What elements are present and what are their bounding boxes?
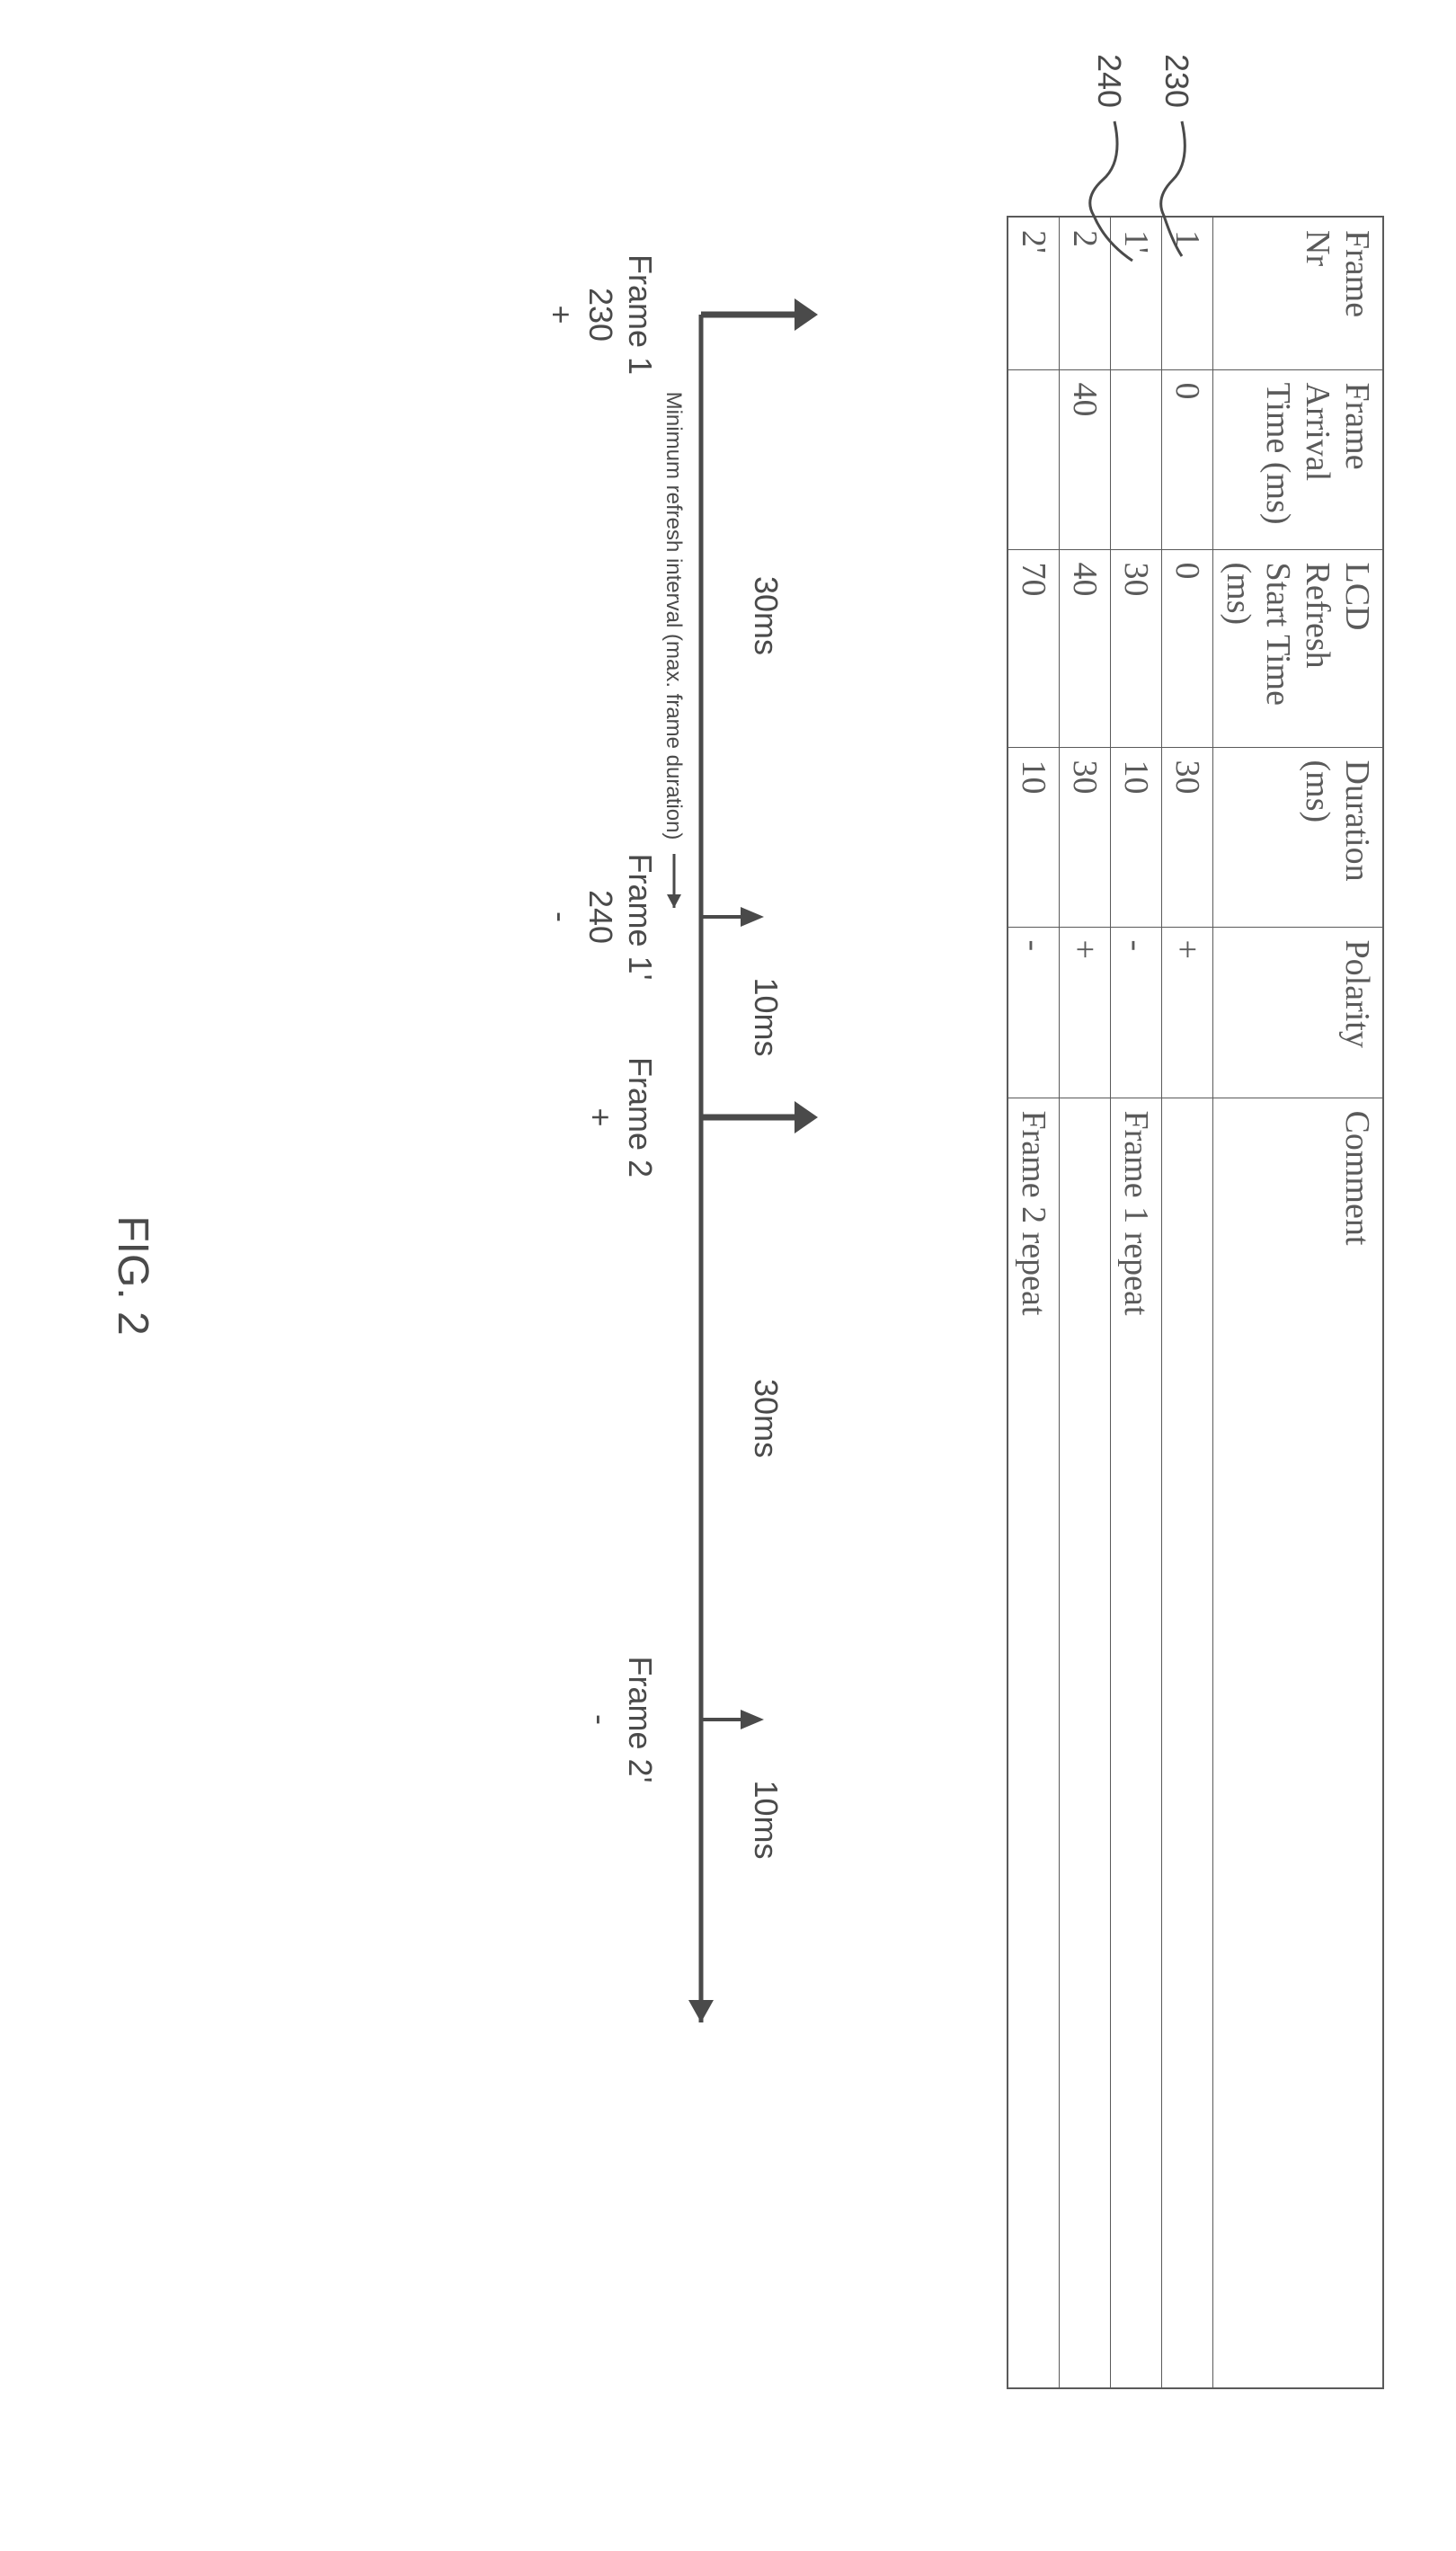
cell-polarity: - bbox=[1111, 927, 1162, 1098]
svg-text:+: + bbox=[582, 1107, 619, 1126]
cell-duration: 30 bbox=[1060, 747, 1111, 927]
timeline-svg: Minimum refresh interval (max. frame dur… bbox=[386, 216, 881, 2373]
cell-polarity: + bbox=[1060, 927, 1111, 1098]
table-row: 1'3010-Frame 1 repeat bbox=[1111, 217, 1162, 2388]
header-duration: Duration (ms) bbox=[1213, 747, 1384, 927]
svg-text:-: - bbox=[543, 911, 580, 922]
table-row: 2404030+ bbox=[1060, 217, 1111, 2388]
cell-duration: 10 bbox=[1111, 747, 1162, 927]
svg-text:10ms: 10ms bbox=[748, 1780, 785, 1859]
cell-refresh: 40 bbox=[1060, 549, 1111, 747]
cell-comment bbox=[1162, 1098, 1213, 2388]
callout-curves bbox=[1020, 108, 1200, 288]
header-refresh: LCD Refresh Start Time (ms) bbox=[1213, 549, 1384, 747]
cell-comment: Frame 2 repeat bbox=[1008, 1098, 1060, 2388]
cell-arrival bbox=[1111, 369, 1162, 549]
header-comment: Comment bbox=[1213, 1098, 1384, 2388]
cell-comment bbox=[1060, 1098, 1111, 2388]
svg-text:+: + bbox=[543, 305, 580, 324]
callout-240: 240 bbox=[1090, 54, 1128, 108]
table-row: 10030+ bbox=[1162, 217, 1213, 2388]
frame-table: Frame Nr Frame Arrival Time (ms) LCD Ref… bbox=[1007, 216, 1384, 2389]
svg-text:Frame 2': Frame 2' bbox=[622, 1657, 659, 1783]
cell-duration: 30 bbox=[1162, 747, 1213, 927]
svg-text:-: - bbox=[582, 1714, 619, 1725]
svg-text:30ms: 30ms bbox=[748, 1379, 785, 1458]
cell-arrival: 40 bbox=[1060, 369, 1111, 549]
cell-refresh: 70 bbox=[1008, 549, 1060, 747]
callout-230: 230 bbox=[1158, 54, 1195, 108]
cell-arrival bbox=[1008, 369, 1060, 549]
table-row: 2'7010-Frame 2 repeat bbox=[1008, 217, 1060, 2388]
figure-label: FIG. 2 bbox=[108, 1215, 157, 1335]
svg-text:Minimum refresh interval (max.: Minimum refresh interval (max. frame dur… bbox=[661, 392, 686, 840]
svg-text:10ms: 10ms bbox=[748, 977, 785, 1056]
cell-duration: 10 bbox=[1008, 747, 1060, 927]
svg-text:Frame 1': Frame 1' bbox=[622, 854, 659, 981]
svg-text:230: 230 bbox=[582, 288, 619, 342]
cell-comment: Frame 1 repeat bbox=[1111, 1098, 1162, 2388]
header-frame-nr: Frame Nr bbox=[1213, 217, 1384, 369]
timeline-area: Minimum refresh interval (max. frame dur… bbox=[386, 216, 881, 2389]
header-arrival: Frame Arrival Time (ms) bbox=[1213, 369, 1384, 549]
svg-text:240: 240 bbox=[582, 890, 619, 944]
svg-text:30ms: 30ms bbox=[748, 576, 785, 655]
table-header-row: Frame Nr Frame Arrival Time (ms) LCD Ref… bbox=[1213, 217, 1384, 2388]
cell-polarity: - bbox=[1008, 927, 1060, 1098]
svg-text:Frame 1: Frame 1 bbox=[622, 254, 659, 375]
cell-refresh: 30 bbox=[1111, 549, 1162, 747]
cell-polarity: + bbox=[1162, 927, 1213, 1098]
header-polarity: Polarity bbox=[1213, 927, 1384, 1098]
cell-refresh: 0 bbox=[1162, 549, 1213, 747]
cell-arrival: 0 bbox=[1162, 369, 1213, 549]
table-body: 10030+1'3010-Frame 1 repeat2404030+2'701… bbox=[1008, 217, 1213, 2388]
svg-text:Frame 2: Frame 2 bbox=[622, 1057, 659, 1178]
